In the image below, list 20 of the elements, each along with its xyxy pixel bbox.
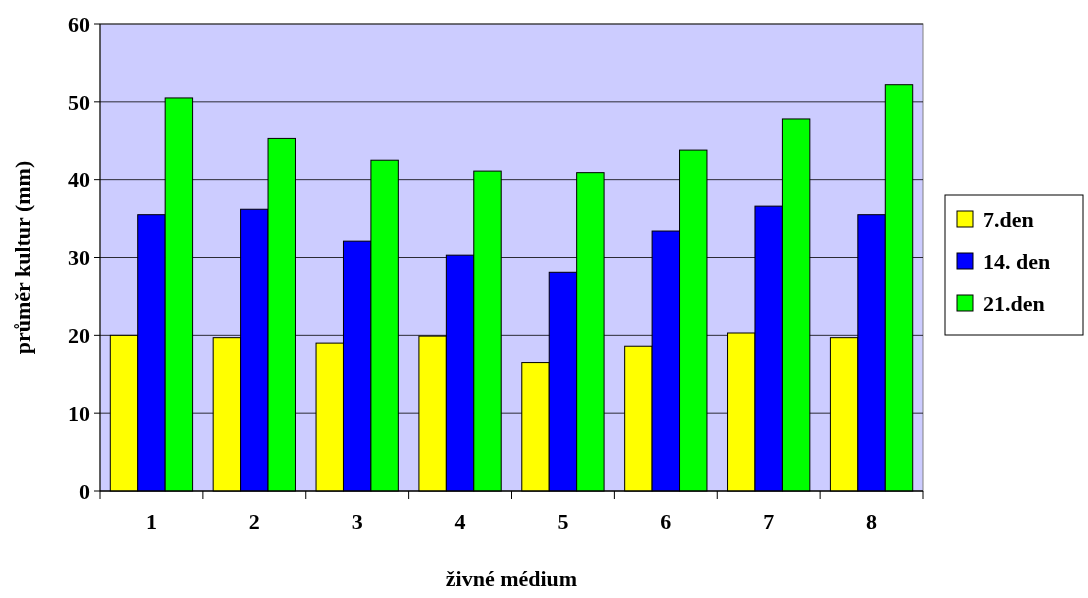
x-tick-label: 7: [763, 509, 775, 534]
y-axis-title: průměr kultur (mm): [10, 160, 35, 355]
x-tick-label: 6: [660, 509, 672, 534]
x-axis-title: živné médium: [445, 566, 578, 591]
y-tick-label: 50: [68, 89, 90, 115]
x-tick-label: 5: [557, 509, 569, 534]
x-tick-label: 1: [145, 509, 157, 534]
y-tick-label: 0: [79, 478, 90, 504]
x-tick-label: 8: [866, 509, 878, 534]
y-tick-label: 40: [68, 167, 90, 193]
y-tick-label: 30: [68, 245, 90, 271]
y-tick-label: 60: [68, 11, 90, 37]
legend-label: 7.den: [983, 206, 1034, 232]
y-tick-label: 10: [68, 400, 90, 426]
x-tick-label: 4: [454, 509, 466, 534]
legend-label: 21.den: [983, 290, 1045, 316]
y-tick-label: 20: [68, 323, 90, 349]
x-tick-label: 2: [248, 509, 260, 534]
legend-label: 14. den: [983, 248, 1051, 274]
x-tick-label: 3: [351, 509, 363, 534]
